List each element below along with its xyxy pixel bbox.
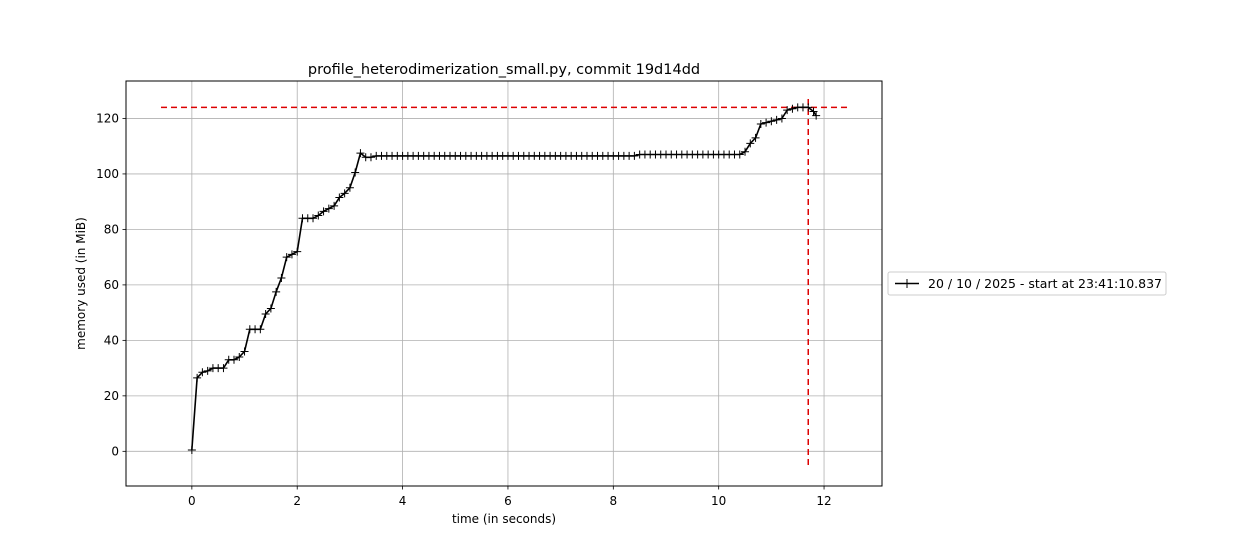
data-point <box>340 189 349 198</box>
data-point <box>293 247 302 256</box>
data-point <box>777 114 786 123</box>
x-tick-label: 8 <box>609 494 617 508</box>
legend-box <box>887 271 1167 296</box>
data-point <box>351 168 360 177</box>
x-tick-label: 0 <box>188 494 196 508</box>
x-axis-label: time (in seconds) <box>452 512 556 526</box>
data-point <box>630 151 639 160</box>
data-point <box>256 325 265 334</box>
y-tick-label: 20 <box>104 389 119 403</box>
grid <box>126 81 882 486</box>
data-point <box>762 118 771 127</box>
data-point <box>324 204 333 213</box>
data-point <box>783 106 792 115</box>
data-point <box>240 347 249 356</box>
data-point <box>756 119 765 128</box>
data-point <box>356 149 365 158</box>
chart-title: profile_heterodimerization_small.py, com… <box>308 62 700 78</box>
data-point <box>319 207 328 216</box>
x-tick-label: 10 <box>711 494 726 508</box>
y-tick-label: 120 <box>96 111 119 125</box>
data-point <box>287 250 296 259</box>
y-tick-label: 100 <box>96 167 119 181</box>
legend: 20 / 10 / 2025 - start at 23:41:10.837 <box>887 271 1167 296</box>
data-point <box>809 107 818 116</box>
data-point <box>198 368 207 377</box>
data-point <box>266 304 275 313</box>
data-point <box>345 183 354 192</box>
data-point <box>314 211 323 220</box>
data-point <box>751 133 760 142</box>
data-point <box>772 115 781 124</box>
data-point <box>330 201 339 210</box>
data-point <box>804 103 813 112</box>
data-point <box>812 111 821 120</box>
x-tick-label: 4 <box>399 494 407 508</box>
data-point <box>309 214 318 223</box>
data-point <box>735 150 744 159</box>
peak-markers <box>161 99 848 468</box>
data-point <box>261 310 270 319</box>
data-point <box>746 139 755 148</box>
data-point <box>277 273 286 282</box>
data-point <box>335 193 344 202</box>
legend-entry-label: 20 / 10 / 2025 - start at 23:41:10.837 <box>928 276 1162 291</box>
data-point <box>767 117 776 126</box>
data-point <box>230 355 238 364</box>
data-point <box>193 373 202 382</box>
axes-frame <box>125 80 883 487</box>
data-point <box>235 353 244 362</box>
y-tick-label: 80 <box>104 222 119 236</box>
y-tick-label: 0 <box>111 444 119 458</box>
series-layer <box>187 103 821 454</box>
legend-marker-sample <box>902 279 912 288</box>
data-point <box>219 364 228 373</box>
data-point <box>788 104 797 113</box>
x-tick-label: 12 <box>816 494 831 508</box>
data-point <box>203 366 212 375</box>
y-tick-label: 60 <box>104 278 119 292</box>
y-tick-label: 40 <box>104 333 119 347</box>
x-tick-label: 6 <box>504 494 512 508</box>
x-tick-label: 2 <box>293 494 301 508</box>
data-point <box>366 153 375 162</box>
data-point <box>282 253 291 262</box>
data-point <box>272 287 281 296</box>
y-axis-label: memory used (in MiB) <box>74 217 88 350</box>
data-point <box>187 445 196 454</box>
data-point <box>741 147 750 156</box>
series-line <box>191 106 817 450</box>
